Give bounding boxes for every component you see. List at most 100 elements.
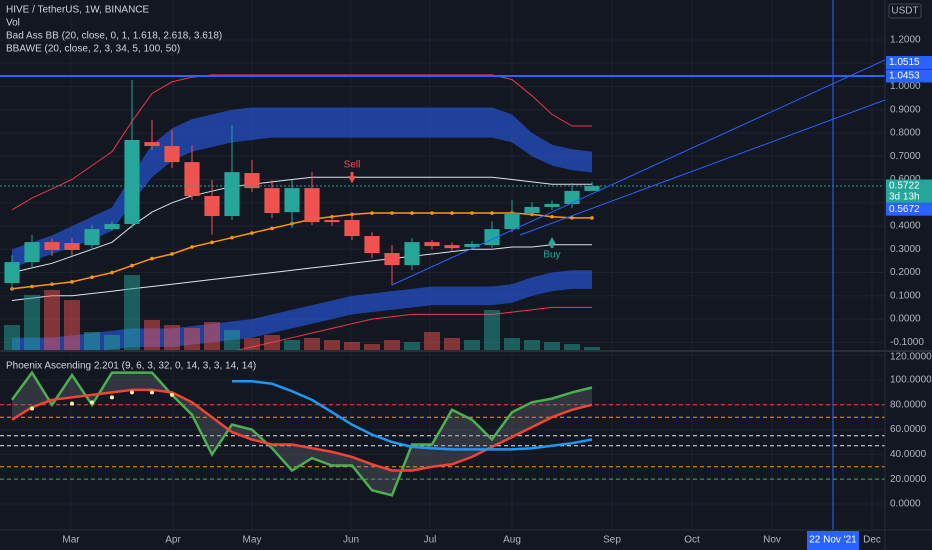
ma-dot (150, 256, 154, 261)
candle-body (444, 245, 460, 249)
trend-line (519, 99, 885, 236)
band-line (11, 244, 592, 301)
oscillator-dot (130, 390, 134, 395)
price-badge-label: 0.5672 (889, 204, 920, 215)
volume-bar (504, 338, 520, 350)
x-tick-label: May (243, 535, 262, 546)
currency-label[interactable]: USDT (891, 6, 918, 17)
oscillator-line (10, 370, 593, 497)
volume-bar (584, 347, 600, 350)
candle-body (144, 142, 160, 147)
countdown-label: 3d 13h (889, 192, 920, 203)
ma-dot (30, 284, 34, 289)
y-tick-label: 0.1000 (890, 290, 921, 301)
y-tick-label: 40.0000 (890, 449, 927, 460)
candle-body (564, 190, 580, 204)
price-badge-label: 1.0453 (889, 71, 920, 82)
candle-body (124, 140, 140, 224)
price-badge (886, 56, 932, 70)
candle-body (244, 173, 260, 189)
indicator-label: Vol (6, 18, 20, 29)
ma-dot (90, 275, 94, 280)
volume-bar (464, 340, 480, 350)
oscillator-pane (0, 352, 885, 530)
signal-label: Sell (344, 160, 361, 171)
volume-bar (484, 310, 500, 350)
volume-bar (124, 275, 140, 350)
volume-bar (204, 322, 220, 350)
currency-box[interactable] (888, 3, 922, 19)
volume-bar (44, 290, 60, 350)
candle-body (424, 242, 440, 247)
volume-bar (424, 332, 440, 350)
oscillator-dot (90, 400, 94, 405)
ma-dot (490, 211, 494, 215)
candle-body (464, 243, 480, 247)
ma-dot (450, 211, 454, 215)
signal-arrow (348, 172, 356, 184)
candle-body (504, 213, 520, 230)
x-tick-label: Aug (503, 535, 521, 546)
y-tick-label: 0.4000 (890, 221, 921, 232)
candle-body (324, 220, 340, 223)
volume-bar (404, 342, 420, 350)
ma-line (11, 212, 592, 290)
x-tick-label: Jun (343, 535, 359, 546)
ma-dot (170, 252, 174, 256)
volume-bar (144, 320, 160, 350)
y-tick-label: 1.0000 (890, 81, 921, 92)
ma-dot (270, 226, 274, 231)
volume-bar (344, 342, 360, 350)
x-tick-label: Nov (763, 535, 781, 546)
candle-body (64, 243, 80, 250)
price-badge (886, 202, 932, 216)
x-tick-label: Mar (62, 535, 80, 546)
price-badge-label: 0.5722 (889, 181, 920, 192)
ma-dot (230, 235, 234, 240)
volume-bar (224, 330, 240, 350)
volume-bar (304, 338, 320, 350)
candle-body (24, 242, 40, 263)
oscillator-dot (110, 395, 114, 400)
oscillator-line (11, 388, 593, 472)
price-badge (886, 179, 932, 204)
oscillator-dot (30, 406, 34, 411)
candle-body (264, 188, 280, 214)
x-tick-label: Apr (165, 535, 181, 546)
y-tick-label: 60.0000 (890, 424, 927, 435)
ma-dot (410, 211, 414, 215)
main-pane: Sell Buy (0, 0, 885, 350)
ma-dot (390, 211, 394, 215)
oscillator-line (232, 380, 593, 451)
y-tick-label: 100.0000 (890, 375, 932, 386)
oscillator-dot (170, 392, 174, 397)
candle-body (304, 188, 320, 223)
candle-body (344, 220, 360, 237)
oscillator-dot (150, 390, 154, 395)
candle-body (584, 186, 600, 191)
ma-dot (470, 211, 474, 215)
band-line (11, 176, 592, 274)
y-tick-label: 0.7000 (890, 151, 921, 162)
candle-body (384, 253, 400, 266)
volume-bar (24, 295, 40, 350)
ma-dot (210, 240, 214, 245)
volume-bar (64, 300, 80, 350)
trend-line (391, 59, 885, 286)
candle-body (104, 223, 120, 230)
oscillator-title: Phoenix Ascending 2.201 (9, 6, 3, 32, 0,… (6, 361, 256, 372)
candle-body (544, 203, 560, 207)
volume-bar (104, 335, 120, 350)
ma-dot (250, 231, 254, 235)
indicator-label: Bad Ass BB (20, close, 0, 1, 1.618, 2.61… (6, 31, 222, 42)
y-tick-label: 120.0000 (890, 352, 932, 363)
candle-body (404, 242, 420, 266)
volume-bar (4, 325, 20, 350)
price-badge (886, 69, 932, 83)
ma-dot (550, 214, 554, 219)
y-tick-label: 80.0000 (890, 399, 927, 410)
candle-body (524, 206, 540, 214)
volume-bar (524, 340, 540, 350)
date-badge (807, 531, 859, 550)
